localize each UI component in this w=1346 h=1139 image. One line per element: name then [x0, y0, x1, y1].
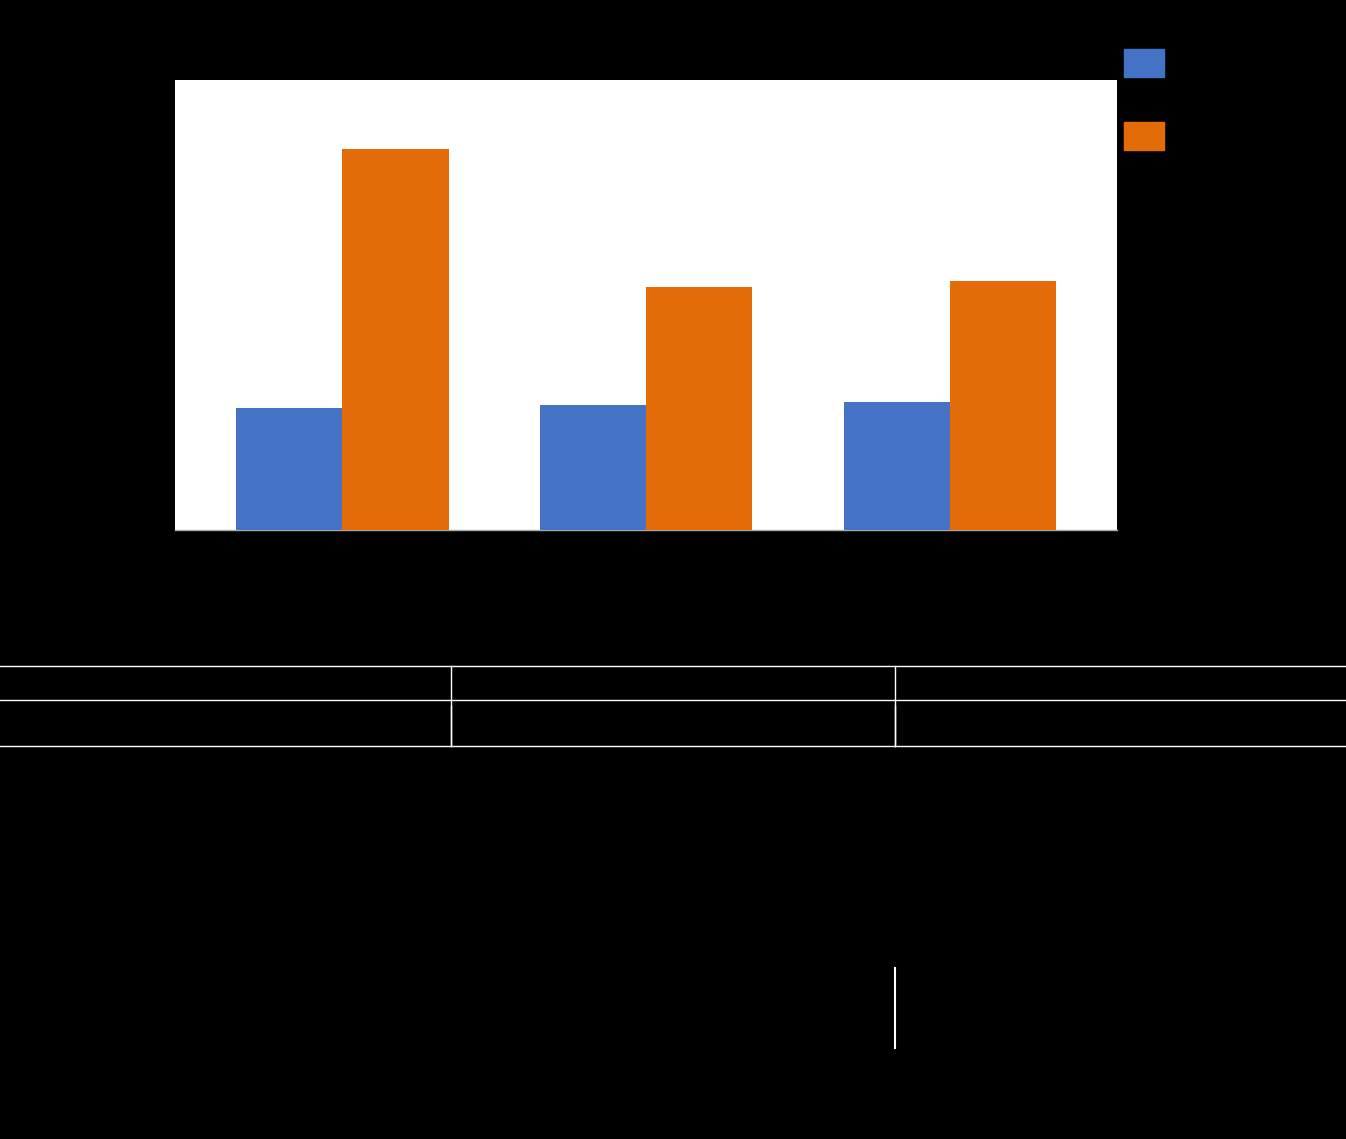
Bar — [646, 287, 752, 530]
Bar — [844, 402, 950, 530]
Bar — [342, 149, 448, 530]
Y-axis label: Time (minutes): Time (minutes) — [73, 210, 96, 400]
Bar — [236, 408, 342, 530]
Bar — [540, 405, 646, 530]
Text: Standard rWGS: Standard rWGS — [1184, 108, 1346, 137]
Text: 13.5-hr rWGS: 13.5-hr rWGS — [1184, 46, 1346, 74]
Bar — [950, 280, 1057, 530]
